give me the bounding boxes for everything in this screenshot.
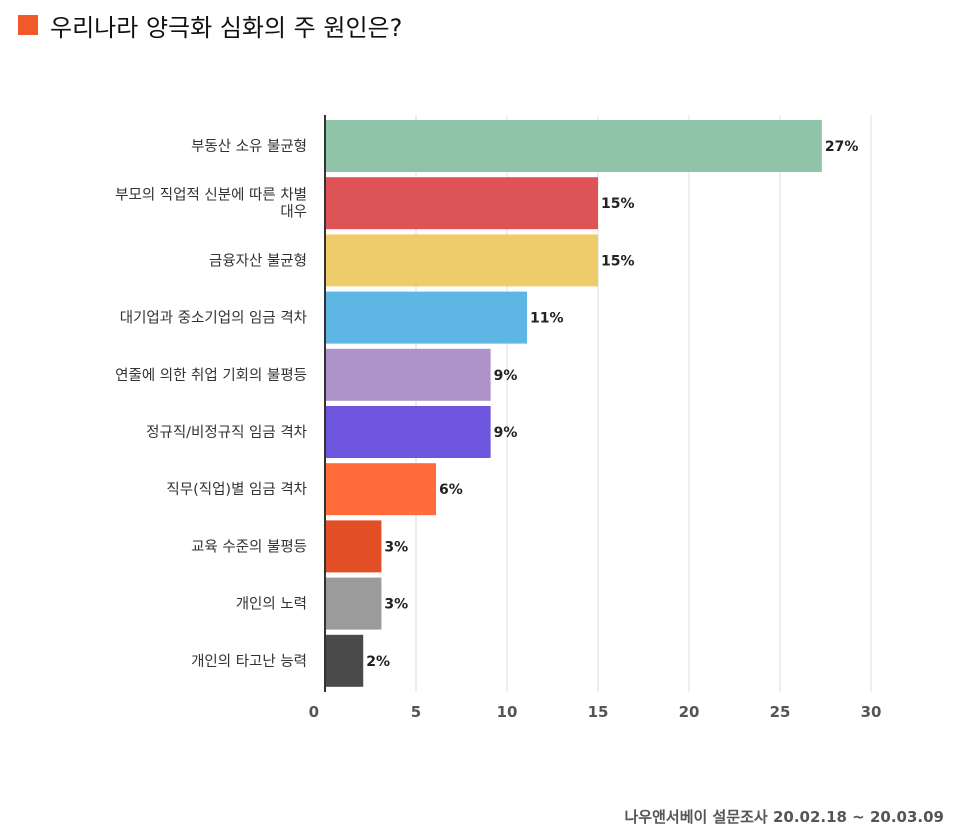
bar — [325, 348, 491, 401]
title-marker — [18, 15, 38, 35]
data-label: 3% — [384, 539, 408, 555]
chart-title: 우리나라 양극화 심화의 주 원인은? — [50, 13, 403, 42]
data-label: 15% — [601, 196, 635, 212]
bar — [325, 406, 491, 458]
category-label: 금융자산 불균형 — [209, 252, 307, 269]
x-tick-label: 25 — [770, 703, 791, 721]
bar — [325, 577, 382, 630]
category-label: 직무(직업)별 임금 격차 — [166, 481, 307, 498]
data-label: 15% — [601, 253, 635, 269]
category-label: 개인의 타고난 능력 — [191, 653, 307, 670]
data-label: 9% — [494, 368, 518, 384]
bar — [325, 177, 598, 230]
category-label: 부모의 직업적 신분에 따른 차별 — [115, 187, 307, 204]
category-label: 부동산 소유 불균형 — [191, 138, 307, 155]
x-tick-label: 15 — [588, 703, 609, 721]
category-label: 연줄에 의한 취업 기회의 불평등 — [115, 367, 307, 384]
bar — [325, 520, 382, 573]
data-label: 11% — [530, 311, 564, 327]
x-tick-label: 20 — [679, 703, 700, 721]
x-tick-label: 0 — [309, 703, 319, 721]
bar — [325, 120, 822, 172]
category-label: 대우 — [280, 204, 307, 221]
source-note: 나우앤서베이 설문조사 20.02.18 ~ 20.03.09 — [624, 808, 945, 826]
category-label: 교육 수준의 불평등 — [191, 538, 307, 555]
chart-title-row: 우리나라 양극화 심화의 주 원인은? — [18, 10, 403, 42]
category-label: 대기업과 중소기업의 임금 격차 — [120, 310, 307, 327]
data-label: 3% — [384, 597, 408, 613]
data-label: 6% — [439, 482, 463, 498]
bar — [325, 463, 437, 516]
category-label: 개인의 노력 — [236, 596, 307, 613]
bar — [325, 634, 364, 687]
data-label: 9% — [494, 425, 518, 441]
data-label: 27% — [825, 139, 859, 155]
bar — [325, 291, 528, 344]
bar — [325, 234, 598, 287]
x-tick-label: 5 — [411, 703, 421, 721]
x-tick-label: 10 — [497, 703, 518, 721]
category-label: 정규직/비정규직 임금 격차 — [146, 424, 307, 441]
x-tick-label: 30 — [861, 703, 882, 721]
data-label: 2% — [366, 654, 390, 670]
